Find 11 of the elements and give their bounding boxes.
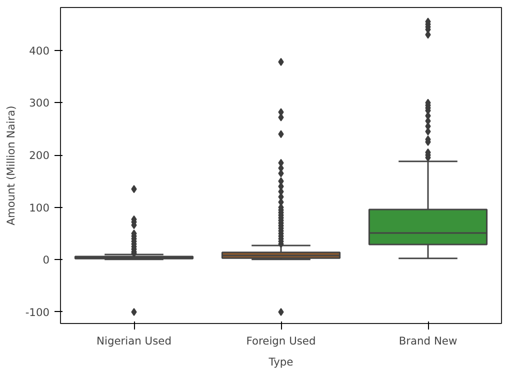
y-tick-label: 100 — [29, 201, 50, 214]
y-tick-label: 0 — [42, 254, 50, 267]
y-tick-label: 400 — [29, 44, 50, 58]
x-tick-label: Nigerian Used — [96, 334, 172, 348]
x-tick-label: Brand New — [398, 334, 458, 348]
y-tick-label: 200 — [29, 149, 50, 162]
x-axis-title: Type — [268, 356, 294, 368]
y-tick-label: -100 — [25, 306, 50, 319]
x-tick-label: Foreign Used — [246, 334, 316, 348]
y-axis-title: Amount (Million Naira) — [4, 106, 18, 226]
y-tick-label: 300 — [29, 96, 50, 110]
